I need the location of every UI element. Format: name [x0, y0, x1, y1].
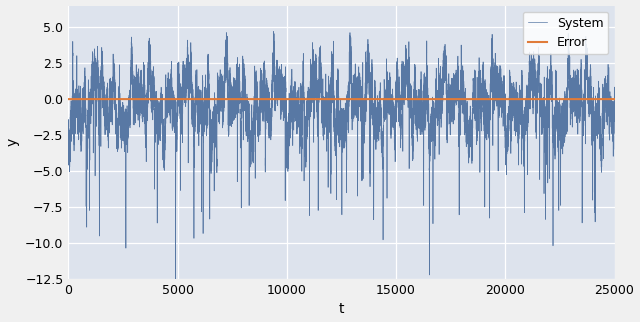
- Error: [366, 97, 374, 101]
- System: [363, 79, 371, 83]
- System: [611, 85, 618, 89]
- Error: [363, 97, 371, 101]
- Error: [65, 97, 72, 101]
- Error: [514, 97, 522, 101]
- System: [172, 298, 179, 301]
- Line: System: System: [68, 32, 614, 299]
- Error: [68, 97, 76, 101]
- System: [122, 114, 129, 118]
- System: [343, 114, 351, 118]
- System: [68, 125, 76, 129]
- Error: [343, 97, 351, 101]
- X-axis label: t: t: [339, 302, 344, 317]
- Y-axis label: y: y: [6, 138, 20, 147]
- System: [269, 30, 277, 33]
- System: [65, 128, 72, 132]
- Error: [611, 97, 618, 101]
- System: [366, 90, 374, 94]
- System: [514, 102, 522, 106]
- Legend: System, Error: System, Error: [523, 12, 608, 54]
- Error: [122, 97, 129, 101]
